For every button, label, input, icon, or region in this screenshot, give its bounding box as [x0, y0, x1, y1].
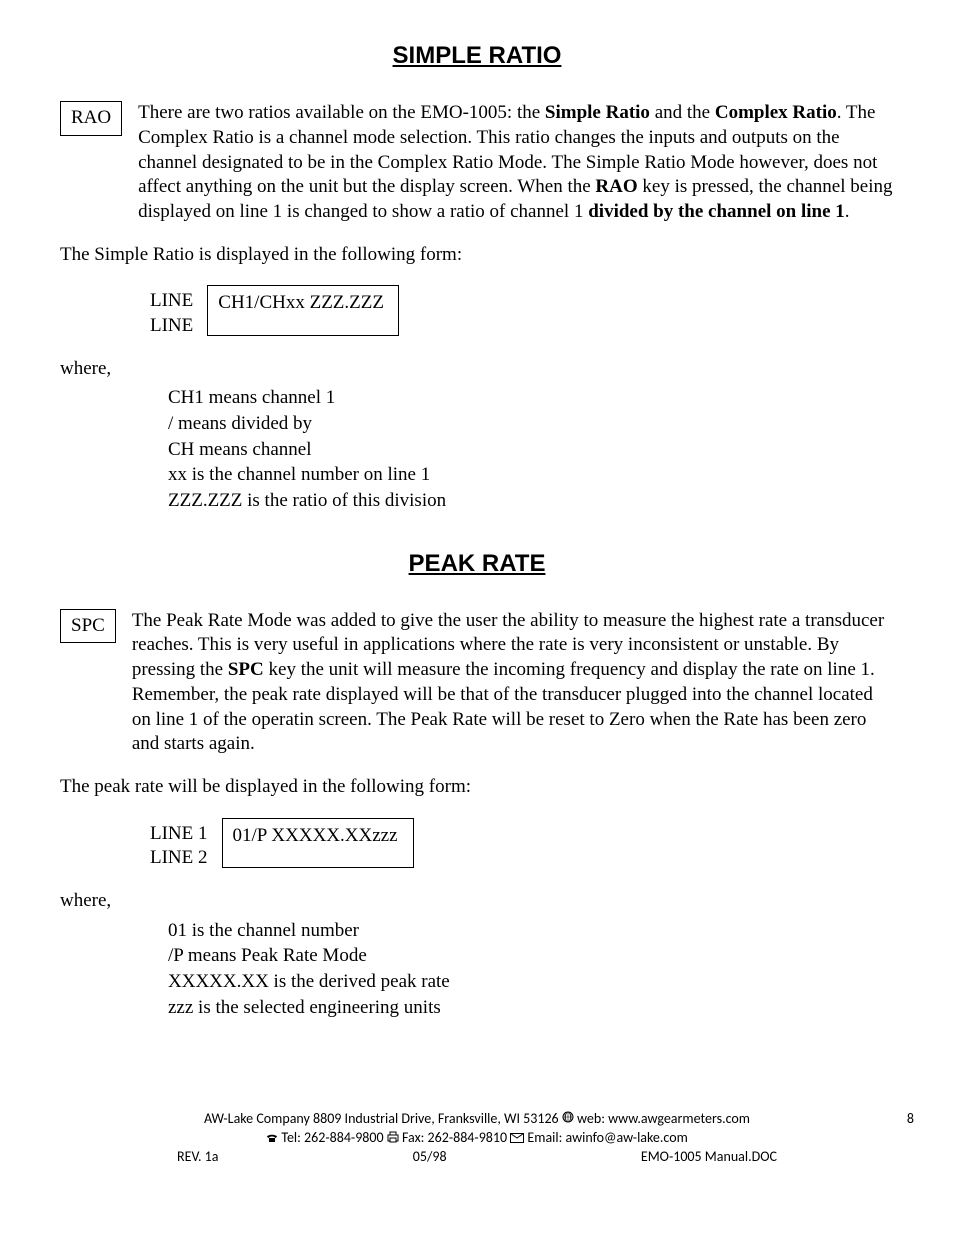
- section2-display-labels: LINE 1 LINE 2: [150, 818, 208, 871]
- footer-email: Email: awinfo@aw-lake.com: [527, 1129, 687, 1146]
- footer-fax: Fax: 262-884-9810: [402, 1129, 510, 1146]
- section1-defs: CH1 means channel 1/ means divided byCH …: [168, 385, 894, 513]
- definition-line: XXXXX.XX is the derived peak rate: [168, 969, 894, 995]
- section2-display-box: 01/P XXXXX.XXzzz: [222, 818, 414, 869]
- section1-display-labels: LINE LINE: [150, 285, 193, 338]
- page-number: 8: [907, 1110, 914, 1129]
- section1-display-box: CH1/CHxx ZZZ.ZZZ: [207, 285, 399, 336]
- footer-address: AW-Lake Company 8809 Industrial Drive, F…: [204, 1110, 562, 1127]
- where-label: where,: [60, 889, 894, 914]
- footer-web: web: www.awgearmeters.com: [577, 1110, 750, 1127]
- definition-line: CH1 means channel 1: [168, 385, 894, 411]
- footer-line3: REV. 1a 05/98 EMO-1005 Manual.DOC: [157, 1148, 797, 1167]
- section1-title: SIMPLE RATIO: [60, 40, 894, 71]
- definition-line: ZZZ.ZZZ is the ratio of this division: [168, 488, 894, 514]
- section1-intro: The Simple Ratio is displayed in the fol…: [60, 243, 894, 268]
- definition-line: zzz is the selected engineering units: [168, 995, 894, 1021]
- section2-where: where, 01 is the channel number/P means …: [60, 889, 894, 1020]
- section1-where: where, CH1 means channel 1/ means divide…: [60, 357, 894, 514]
- mail-icon: [510, 1130, 524, 1149]
- section2-title: PEAK RATE: [60, 548, 894, 579]
- spc-key-box: SPC: [60, 609, 116, 644]
- fax-icon: [387, 1130, 399, 1149]
- phone-icon: [266, 1130, 278, 1149]
- section2-intro: The peak rate will be displayed in the f…: [60, 775, 894, 800]
- line-label: LINE: [150, 289, 193, 314]
- definition-line: /P means Peak Rate Mode: [168, 943, 894, 969]
- line-label: LINE 2: [150, 846, 208, 871]
- definition-line: CH means channel: [168, 437, 894, 463]
- section1-body: There are two ratios available on the EM…: [138, 101, 894, 224]
- section2-display: LINE 1 LINE 2 01/P XXXXX.XXzzz: [150, 818, 894, 871]
- footer-doc: EMO-1005 Manual.DOC: [641, 1148, 777, 1167]
- line-label: LINE 1: [150, 822, 208, 847]
- section2-defs: 01 is the channel number/P means Peak Ra…: [168, 918, 894, 1021]
- definition-line: xx is the channel number on line 1: [168, 462, 894, 488]
- section1-key-row: RAO There are two ratios available on th…: [60, 101, 894, 224]
- footer-line2: Tel: 262-884-9800 Fax: 262-884-9810 Emai…: [60, 1129, 894, 1148]
- definition-line: / means divided by: [168, 411, 894, 437]
- footer-tel: Tel: 262-884-9800: [281, 1129, 386, 1146]
- footer-date: 05/98: [413, 1148, 447, 1167]
- display-line1: 01/P XXXXX.XXzzz: [233, 825, 403, 848]
- footer-rev: REV. 1a: [177, 1148, 218, 1167]
- section2-body: The Peak Rate Mode was added to give the…: [132, 609, 894, 757]
- line-label: LINE: [150, 314, 193, 339]
- page-footer: 8 AW-Lake Company 8809 Industrial Drive,…: [60, 1110, 894, 1167]
- section1-display: LINE LINE CH1/CHxx ZZZ.ZZZ: [150, 285, 894, 338]
- footer-line1: AW-Lake Company 8809 Industrial Drive, F…: [60, 1110, 894, 1129]
- definition-line: 01 is the channel number: [168, 918, 894, 944]
- where-label: where,: [60, 357, 894, 382]
- display-line1: CH1/CHxx ZZZ.ZZZ: [218, 292, 388, 315]
- globe-icon: [562, 1110, 574, 1129]
- rao-key-box: RAO: [60, 101, 122, 136]
- section2-key-row: SPC The Peak Rate Mode was added to give…: [60, 609, 894, 757]
